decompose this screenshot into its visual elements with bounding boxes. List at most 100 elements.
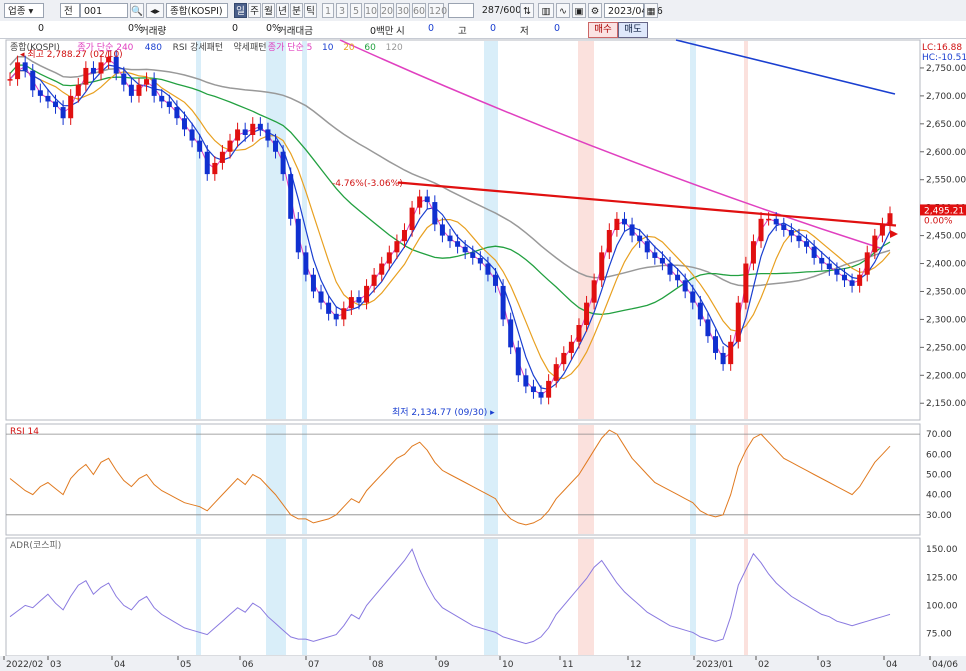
index-name: 종합(KOSPI) [166, 3, 228, 18]
period-tick[interactable]: 틱 [304, 3, 317, 18]
count-spin-button[interactable]: ⇅ [520, 3, 534, 18]
signal-band [196, 539, 201, 655]
sell-order-button[interactable]: 매도 [618, 22, 648, 38]
adr-tick-label: 150.00 [926, 545, 958, 555]
current-price-box [920, 204, 966, 216]
period-month[interactable]: 월 [262, 3, 275, 18]
candle-body [659, 257, 665, 264]
candle-body [788, 230, 794, 236]
minute-3[interactable]: 3 [336, 3, 348, 18]
legend-item: 20 [343, 43, 355, 53]
signal-band [266, 425, 286, 534]
candle-body [477, 257, 483, 264]
rsi-line [9, 429, 891, 526]
period-year[interactable]: 년 [276, 3, 289, 18]
code-input[interactable]: 001 [80, 3, 128, 18]
candle-body [887, 213, 893, 225]
candle-body [75, 84, 81, 96]
candle-body [417, 196, 423, 208]
candle-body [45, 95, 51, 102]
x-tick-label: 08 [372, 660, 384, 670]
minute-10[interactable]: 10 [364, 3, 378, 18]
candle-body [872, 235, 878, 253]
rsi-panel [5, 423, 921, 536]
rsi-title: RSI 14 [10, 427, 39, 437]
calendar-button[interactable]: ▦ [644, 3, 658, 18]
candle-body [713, 336, 719, 353]
signal-band [578, 425, 594, 534]
signal-band [578, 539, 594, 655]
price-tick-label: 2,300.00 [926, 315, 966, 325]
minute-1[interactable]: 1 [322, 3, 334, 18]
candle-body [652, 252, 658, 258]
candle-body [7, 79, 13, 81]
kospi-chart[interactable]: 2,750.00 2,700.00 2,650.00 2,600.00 2,550.00… [0, 38, 966, 671]
candle-body [22, 62, 28, 71]
x-tick-label: 11 [562, 660, 573, 670]
candle-body [781, 224, 787, 230]
candle-body [356, 297, 362, 303]
candle-body [83, 67, 89, 85]
candle-body [500, 285, 506, 320]
x-tick-label: 2023/01 [696, 660, 733, 670]
candle-body [743, 263, 749, 303]
candle-body [591, 280, 597, 303]
candle-body [561, 352, 567, 365]
signal-band [266, 539, 286, 655]
period-custom-input[interactable] [448, 3, 474, 18]
candle-body [379, 263, 385, 275]
candle-body [462, 246, 468, 253]
search-button[interactable]: 🔍 [130, 3, 144, 18]
search-icon: 🔍 [131, 6, 143, 17]
minute-120[interactable]: 120 [428, 3, 447, 18]
candle-body [728, 341, 734, 365]
buy-order-button[interactable]: 매수 [588, 22, 618, 38]
date-input[interactable]: 2023/04/06 [604, 3, 663, 18]
minute-20[interactable]: 20 [380, 3, 394, 18]
value-label: 거래대금 [278, 26, 313, 37]
candle-body [303, 252, 309, 275]
signal-band [690, 41, 696, 419]
legend-item: 종가 단순 5 [268, 42, 313, 53]
wave-button[interactable]: ∿ [556, 3, 570, 18]
candle-body [37, 90, 43, 96]
high-annotation: ◂ 최고 2,788.27 (02/10) [20, 49, 123, 60]
save-button[interactable]: ▣ [572, 3, 586, 18]
minute-60[interactable]: 60 [412, 3, 426, 18]
speaker-button[interactable]: ◂▸ [146, 3, 164, 18]
candle-body [250, 123, 256, 135]
candle-body [637, 235, 643, 242]
candle-body [53, 101, 59, 108]
x-tick-label: 05 [180, 660, 191, 670]
candle-body [197, 140, 203, 152]
candle-body [879, 224, 885, 236]
candle-body [333, 313, 339, 320]
candle-body [113, 56, 119, 74]
value-pct: 0% [266, 23, 282, 34]
date-input-value: 2023/04/06 [608, 6, 663, 17]
period-minute[interactable]: 분 [290, 3, 303, 18]
indicator-button[interactable]: ▥ [538, 3, 554, 18]
resistance-trendline [397, 181, 897, 227]
candle-body [849, 280, 855, 286]
price-tick-label: 2,250.00 [926, 343, 966, 353]
period-week[interactable]: 주 [248, 3, 261, 18]
adr-title: ADR(코스피) [10, 540, 61, 551]
x-tick-label: 04 [886, 660, 898, 670]
minute-30[interactable]: 30 [396, 3, 410, 18]
candle-body [614, 218, 620, 230]
price-tick-label: 2,600.00 [926, 148, 966, 158]
settings-button[interactable]: ⚙ [588, 3, 602, 18]
market-select[interactable]: 업종 ▾ [4, 3, 44, 18]
minute-5[interactable]: 5 [350, 3, 362, 18]
candle-body [166, 101, 172, 108]
candle-body [386, 252, 392, 264]
x-tick-label: 02 [758, 660, 769, 670]
candle-body [432, 202, 438, 225]
period-day[interactable]: 일 [234, 3, 247, 18]
scope-select[interactable]: 전 [60, 3, 80, 18]
candle-body [485, 263, 491, 275]
wave-icon: ∿ [559, 6, 567, 17]
candle-body [227, 140, 233, 152]
adr-line [9, 548, 891, 645]
